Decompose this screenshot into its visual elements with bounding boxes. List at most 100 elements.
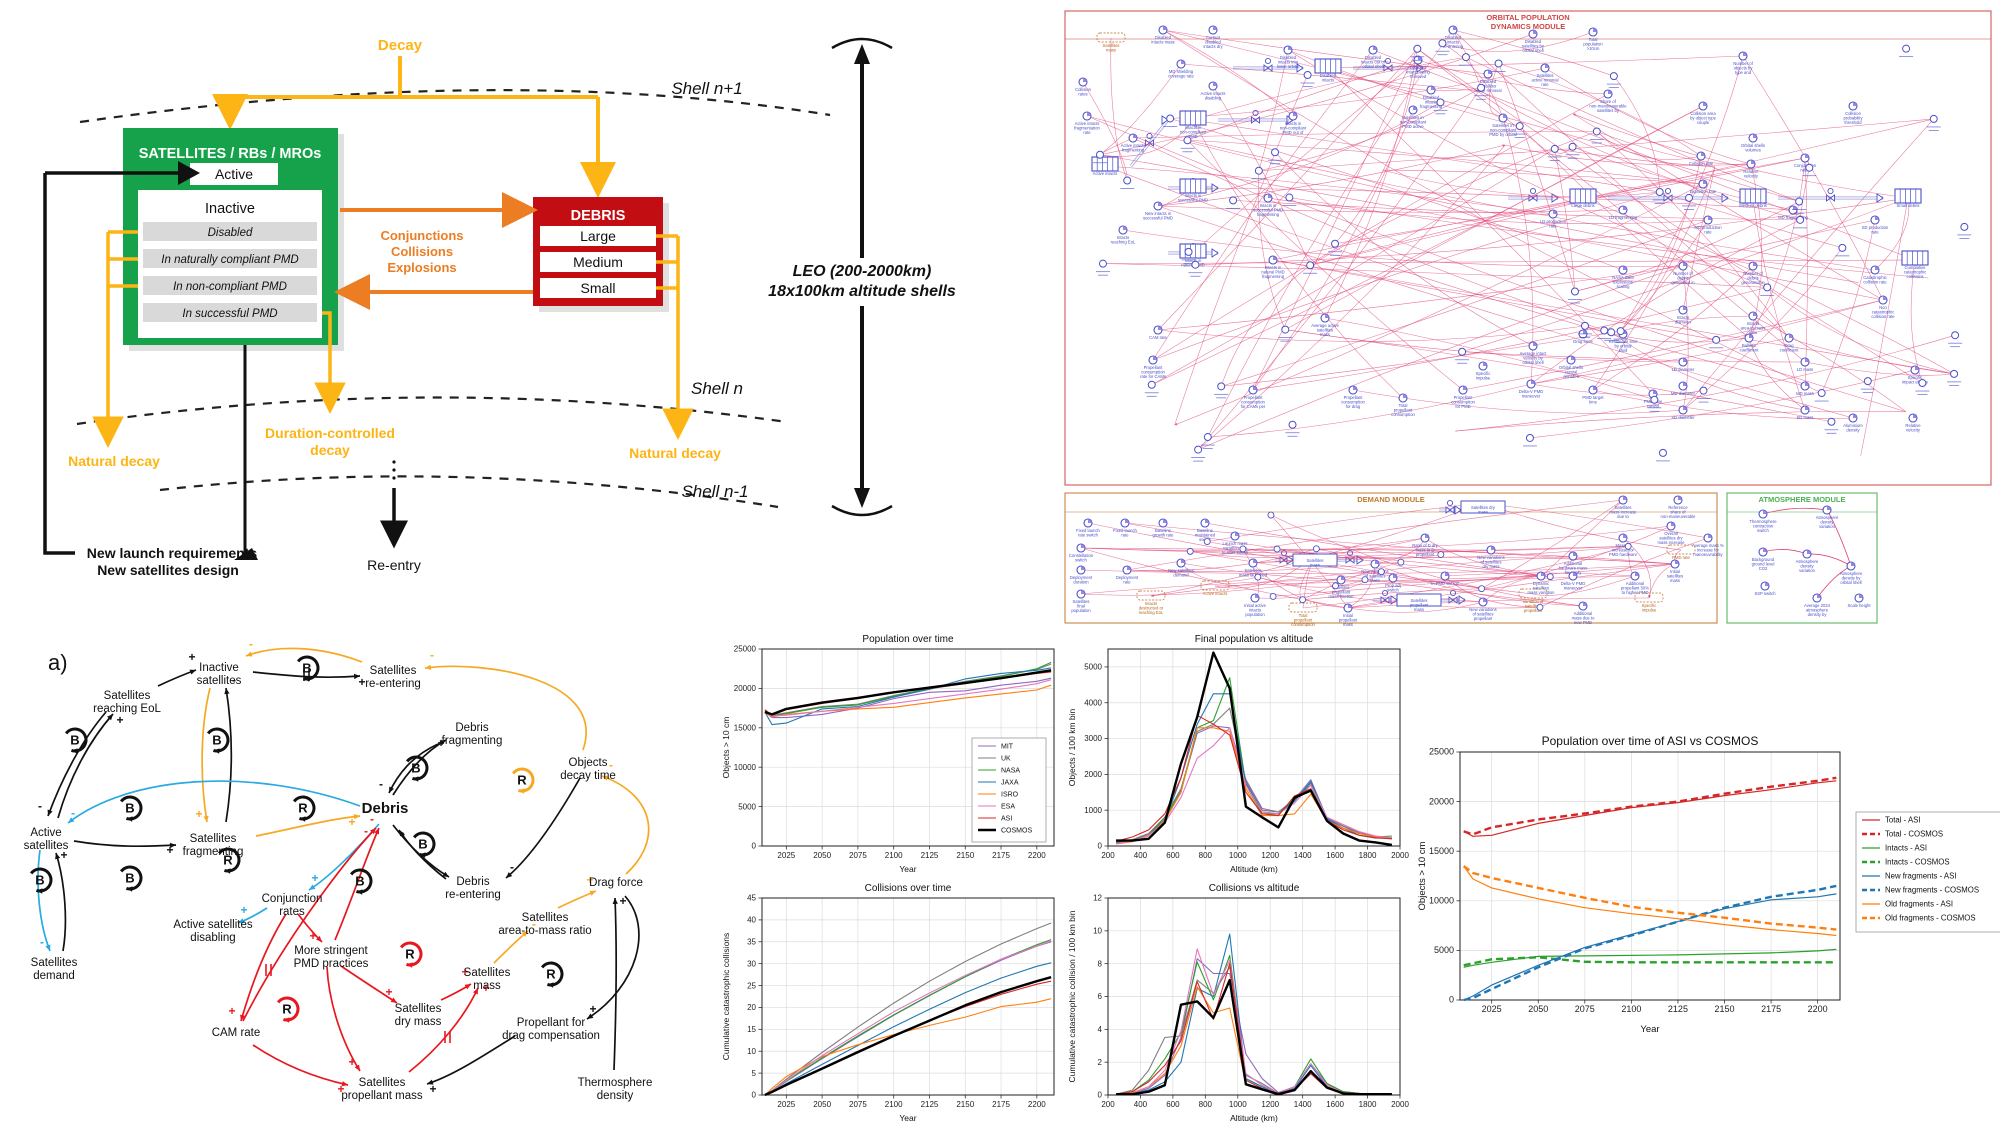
cld-node-asd: disabling bbox=[190, 932, 235, 944]
natural-decay-left-lines bbox=[106, 230, 138, 428]
series-New-fragments-COSMOS bbox=[1463, 884, 1837, 1002]
sd-var-label: intacts mass bbox=[1151, 40, 1174, 45]
sd-var-label: maneuver bbox=[1564, 586, 1583, 591]
svg-text:10: 10 bbox=[747, 1047, 756, 1056]
loop-arc bbox=[217, 847, 241, 873]
cld-edge bbox=[613, 897, 617, 1071]
sd-var-label: Share of bbox=[1600, 99, 1617, 104]
sd-var-label: density by bbox=[1808, 612, 1828, 617]
cld-node-cam: CAM rate bbox=[212, 1027, 261, 1039]
cld-node-asd: Active satellites bbox=[173, 919, 253, 931]
sd-var-label: Residence time bbox=[1609, 339, 1639, 344]
sd-var-label: MD fragmenting bbox=[1778, 215, 1808, 220]
sd-var-label: Collision rate bbox=[1689, 161, 1714, 166]
svg-text:2000: 2000 bbox=[1391, 1100, 1409, 1109]
sd-var-label: control bbox=[1647, 404, 1660, 409]
sd-var-label: Initial bbox=[1670, 569, 1680, 574]
sd-var-label: natural PMD bbox=[1261, 270, 1284, 275]
chart-population-over-time: 2025 2050 2075 2100 2125 2150 2175 2200 0 5000 100… bbox=[718, 627, 1064, 881]
sd-var-label: shell bbox=[1619, 348, 1628, 353]
duration-decay-label-2: decay bbox=[310, 442, 350, 458]
cld-node-satreent: Satellites bbox=[370, 665, 417, 677]
chart-title: Population over time of ASI vs COSMOS bbox=[1542, 734, 1759, 748]
cld-edge bbox=[557, 890, 597, 909]
edge-sign: + bbox=[385, 985, 392, 999]
sd-var-label: SD production bbox=[1862, 225, 1889, 230]
sd-var-label: Intacts in bbox=[1185, 193, 1202, 198]
sd-var-label: dry mass bbox=[1483, 564, 1500, 569]
sd-var-label: coverage rate bbox=[1168, 74, 1194, 79]
chart-asi-cosmos: 2025 2050 2075 2100 2125 2150 2175 2200 0 5000 100… bbox=[1417, 734, 2000, 1035]
reentry-dot bbox=[392, 468, 396, 472]
sd-var-label: Collision area bbox=[1690, 111, 1716, 116]
edge-sign: + bbox=[166, 843, 173, 857]
causal-loop-diagram: a)+-++--+-+++----+-++++++++++++--+--BB BB… bbox=[24, 637, 653, 1102]
sd-var-label: Overall bbox=[1664, 531, 1677, 536]
sd-var-label: Scale height bbox=[1847, 603, 1871, 608]
sd-var-label: Satellites bbox=[1615, 505, 1632, 510]
edge-sign: + bbox=[195, 807, 202, 821]
svg-text:15000: 15000 bbox=[734, 724, 757, 733]
edge-sign: - bbox=[364, 824, 368, 838]
svg-text:400: 400 bbox=[1134, 1100, 1148, 1109]
svg-text:2125: 2125 bbox=[921, 1100, 939, 1109]
sd-var-label: Prop adj bbox=[1385, 583, 1401, 588]
cld-node-debfrag: fragmenting bbox=[442, 735, 503, 747]
sd-var-label: new PMD bbox=[1574, 620, 1592, 625]
sd-var-label: propellant bbox=[1394, 408, 1413, 413]
svg-text:1000: 1000 bbox=[1229, 1100, 1247, 1109]
sd-var-label: threshold bbox=[1844, 120, 1862, 125]
loop-label: R bbox=[282, 1002, 292, 1017]
sd-var-label: Dynamic bbox=[1533, 581, 1549, 586]
loop-label: R bbox=[517, 773, 527, 788]
row-successful bbox=[143, 303, 317, 322]
sd-var-label: Additional bbox=[1626, 581, 1644, 586]
svg-text:8: 8 bbox=[1098, 959, 1103, 968]
edge-sign: - bbox=[38, 799, 42, 813]
chart-final-population-vs-altitude: 200 400 600 800 1000 1200 1400 1600 1800 2000 0 100… bbox=[1064, 627, 1410, 881]
cld-node-satfrag: Satellites bbox=[190, 833, 237, 845]
cld-node-eol: Satellites bbox=[104, 690, 151, 702]
legend-label: NASA bbox=[1001, 768, 1020, 775]
svg-text:10000: 10000 bbox=[734, 763, 757, 772]
sd-var-label: Launch mass bbox=[1223, 541, 1248, 546]
sd-var-label: MD shielding bbox=[1169, 69, 1194, 74]
edge-sign: - bbox=[232, 673, 236, 687]
sd-var-label: coefficient bbox=[1780, 348, 1800, 353]
sd-var-label: New variations bbox=[1477, 555, 1504, 560]
y-axis-label: Objects > 10 cm bbox=[721, 717, 731, 779]
loop-arc bbox=[29, 867, 53, 893]
sd-var-label: Explosion rate bbox=[1690, 189, 1717, 194]
sd-var-label: fragmenting bbox=[1420, 104, 1443, 109]
svg-text:40: 40 bbox=[747, 916, 756, 925]
module-atmosphere bbox=[1726, 492, 1878, 624]
svg-text:5: 5 bbox=[752, 1069, 757, 1078]
cld-node-propmass: propellant mass bbox=[341, 1090, 422, 1102]
sd-var-label: mass bbox=[1370, 578, 1380, 583]
sd-var-label: consumption bbox=[1241, 400, 1265, 405]
shell-arc-n-1 bbox=[159, 475, 779, 509]
loop-arc bbox=[296, 655, 320, 681]
svg-text:2075: 2075 bbox=[849, 1100, 867, 1109]
edge-sign: + bbox=[228, 1004, 235, 1018]
sd-var-label: non-compliant bbox=[1400, 120, 1427, 125]
cld-edge bbox=[408, 987, 479, 1073]
natural-decay-left-label: Natural decay bbox=[68, 453, 160, 469]
sd-var-label: velocity bbox=[1744, 174, 1759, 179]
svg-text:2175: 2175 bbox=[1761, 1004, 1781, 1014]
sd-var-label: New variations bbox=[1469, 607, 1496, 612]
legend-label: ISRO bbox=[1001, 792, 1019, 799]
legend-label: MIT bbox=[1001, 744, 1014, 751]
sd-var-label: Satellites bbox=[1537, 73, 1554, 78]
sd-var-label: Satellites in bbox=[1492, 123, 1514, 128]
series-ESA bbox=[764, 679, 1052, 717]
sd-var-label: Total bbox=[1299, 613, 1308, 618]
sd-var-label: for drag bbox=[1346, 404, 1361, 409]
sd-var-label: population bbox=[1583, 42, 1603, 47]
cld-edge bbox=[240, 913, 287, 1022]
sd-var-label: Number of bbox=[1743, 271, 1763, 276]
sd-var-label: PMD target bbox=[1582, 395, 1604, 400]
sd-var-label: non-compliant bbox=[1280, 126, 1307, 131]
svg-text:2000: 2000 bbox=[1084, 770, 1102, 779]
chart-coll-time: 2025 2050 2075 2100 2125 2150 2175 220005101520… bbox=[721, 883, 1055, 1123]
